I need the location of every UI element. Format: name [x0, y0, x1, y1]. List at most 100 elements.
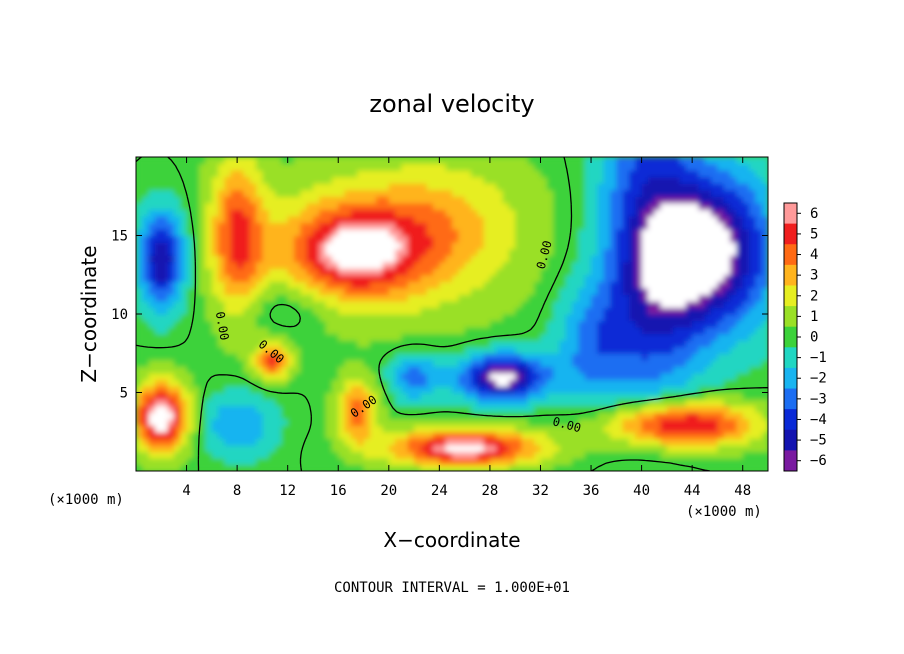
field-cell: [256, 163, 263, 171]
field-cell: [325, 307, 333, 315]
field-cell: [249, 399, 257, 407]
field-cell: [464, 274, 472, 282]
field-cell: [704, 359, 712, 367]
field-cell: [723, 274, 731, 282]
field-cell: [540, 451, 548, 459]
field-cell: [464, 209, 472, 217]
field-cell: [673, 353, 681, 361]
field-cell: [142, 209, 150, 217]
field-cell: [540, 202, 548, 210]
field-cell: [452, 431, 459, 439]
field-cell: [414, 425, 421, 433]
field-cell: [470, 307, 478, 315]
field-cell: [736, 170, 744, 178]
field-cell: [584, 444, 592, 452]
field-cell: [452, 314, 459, 322]
field-cell: [502, 399, 510, 407]
field-cell: [268, 228, 276, 237]
field-cell: [622, 268, 630, 276]
field-cell: [660, 320, 668, 328]
field-cell: [357, 202, 365, 210]
field-cell: [306, 366, 314, 374]
field-cell: [749, 399, 756, 407]
field-cell: [167, 300, 175, 309]
field-cell: [357, 163, 365, 171]
field-cell: [401, 189, 409, 197]
field-cell: [249, 320, 257, 328]
field-cell: [142, 255, 150, 263]
field-cell: [452, 209, 459, 217]
field-cell: [628, 431, 636, 439]
field-cell: [483, 222, 491, 230]
field-cell: [692, 248, 700, 256]
field-cell: [237, 294, 245, 302]
field-cell: [331, 464, 339, 471]
field-cell: [534, 157, 542, 165]
field-cell: [414, 418, 421, 426]
field-cell: [154, 163, 162, 171]
field-cell: [268, 412, 276, 420]
field-cell: [161, 366, 169, 374]
field-cell: [395, 294, 403, 302]
field-cell: [281, 157, 289, 165]
field-cell: [502, 425, 510, 433]
field-cell: [300, 425, 308, 433]
field-cell: [401, 228, 409, 237]
field-cell: [717, 157, 725, 165]
field-cell: [211, 215, 219, 224]
field-cell: [388, 457, 396, 466]
field-cell: [445, 215, 453, 224]
field-cell: [711, 287, 719, 295]
field-cell: [666, 451, 674, 459]
field-cell: [173, 431, 181, 439]
field-cell: [622, 176, 630, 184]
field-cell: [173, 274, 181, 282]
field-cell: [610, 307, 617, 315]
field-cell: [559, 215, 567, 224]
field-cell: [717, 183, 725, 191]
field-cell: [717, 399, 725, 407]
field-cell: [723, 222, 731, 230]
field-cell: [420, 333, 428, 341]
field-cell: [527, 222, 535, 230]
field-cell: [698, 314, 706, 322]
field-cell: [439, 268, 447, 276]
field-cell: [591, 248, 598, 256]
field-cell: [742, 399, 750, 407]
field-cell: [584, 183, 592, 191]
field-cell: [515, 202, 523, 210]
field-cell: [338, 196, 346, 204]
field-cell: [350, 340, 358, 348]
field-cell: [173, 255, 181, 263]
field-cell: [363, 163, 371, 171]
field-cell: [654, 294, 662, 302]
field-cell: [161, 359, 169, 367]
field-cell: [357, 183, 365, 191]
field-cell: [584, 372, 592, 381]
field-cell: [300, 235, 308, 243]
field-cell: [167, 235, 175, 243]
field-cell: [243, 451, 251, 459]
field-cell: [660, 405, 668, 413]
field-cell: [325, 405, 333, 413]
field-cell: [761, 457, 768, 466]
field-cell: [502, 228, 510, 237]
field-cell: [433, 464, 440, 471]
field-cell: [350, 399, 358, 407]
field-cell: [414, 444, 421, 452]
field-cell: [142, 196, 150, 204]
field-cell: [489, 176, 497, 184]
colorbar-swatch: [784, 367, 797, 390]
field-cell: [357, 176, 365, 184]
field-cell: [192, 202, 200, 210]
field-cell: [496, 300, 504, 309]
field-cell: [641, 307, 649, 315]
field-cell: [382, 327, 390, 335]
field-cell: [616, 379, 624, 387]
field-cell: [679, 176, 687, 184]
field-cell: [230, 222, 238, 230]
field-cell: [167, 438, 175, 446]
field-cell: [433, 261, 440, 269]
field-cell: [199, 405, 207, 413]
